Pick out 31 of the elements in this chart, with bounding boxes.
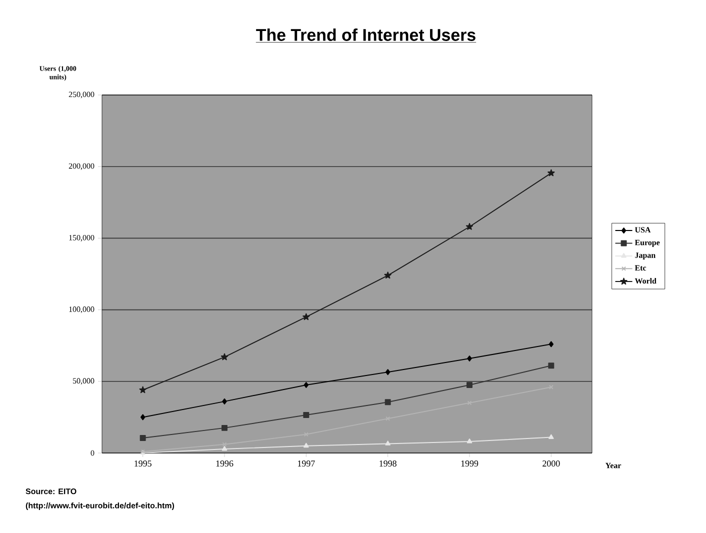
point <box>385 440 390 446</box>
point <box>548 169 555 176</box>
point <box>222 424 228 431</box>
point <box>303 412 310 418</box>
point <box>222 442 227 447</box>
point <box>304 442 309 448</box>
chart-title: The Trend of Internet Users <box>256 28 476 41</box>
point <box>548 362 554 369</box>
x-tick-label: 1995 <box>134 460 152 467</box>
point <box>384 272 392 279</box>
x-tick-label: 1999 <box>461 460 478 467</box>
point <box>466 382 472 388</box>
point <box>548 434 554 439</box>
x-tick-label: 1998 <box>380 460 396 467</box>
point <box>304 382 309 388</box>
point <box>467 355 472 362</box>
point <box>222 446 228 451</box>
point <box>548 341 554 348</box>
point <box>140 414 146 420</box>
point <box>139 386 146 394</box>
x-tick-label: 2000 <box>542 460 560 467</box>
x-tick-label: 1996 <box>216 460 234 467</box>
point <box>466 438 472 444</box>
point <box>385 369 390 376</box>
point <box>302 313 310 320</box>
x-tick-label: 1997 <box>298 460 315 467</box>
point <box>384 399 391 406</box>
point <box>220 353 228 360</box>
point <box>466 223 474 230</box>
point <box>140 434 146 441</box>
point <box>222 398 227 404</box>
